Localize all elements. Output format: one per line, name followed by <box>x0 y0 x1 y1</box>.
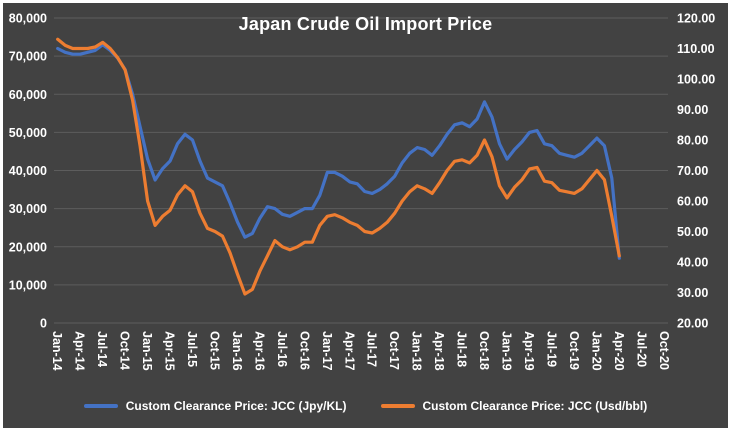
x-axis-tick-label: Jan-19 <box>500 331 514 371</box>
x-axis-tick-label: Apr-14 <box>73 331 87 371</box>
x-axis-tick-label: Oct-16 <box>297 331 311 370</box>
x-axis-tick-label: Apr-18 <box>432 331 446 371</box>
left-axis-tick-label: 10,000 <box>9 278 47 292</box>
x-axis-tick-label: Apr-20 <box>612 331 626 371</box>
left-axis-tick-label: 50,000 <box>9 126 47 140</box>
right-axis-tick-label: 30.00 <box>677 286 708 300</box>
series-line-usd <box>56 37 621 296</box>
x-axis-tick-label: Oct-18 <box>477 331 491 370</box>
x-axis-tick-label: Oct-17 <box>387 331 401 370</box>
chart-background <box>3 3 728 428</box>
legend-line-sample-jpy <box>83 404 118 408</box>
right-axis-tick-label: 110.00 <box>677 42 715 56</box>
x-axis-tick-label: Jul-19 <box>544 331 558 367</box>
x-axis-tick-label: Jan-17 <box>320 331 334 371</box>
x-axis-tick-label: Jan-20 <box>589 331 603 371</box>
left-axis-tick-label: 40,000 <box>9 164 47 178</box>
right-axis-tick-label: 50.00 <box>677 225 708 239</box>
x-axis-tick-label: Oct-14 <box>118 331 132 370</box>
x-axis-tick-label: Oct-19 <box>567 331 581 370</box>
legend-item-usd: Custom Clearance Price: JCC (Usd/bbl) <box>380 399 648 413</box>
left-axis-tick-label: 30,000 <box>9 202 47 216</box>
right-axis-tick-label: 80.00 <box>677 134 708 148</box>
legend-label-jpy: Custom Clearance Price: JCC (Jpy/KL) <box>125 399 347 413</box>
x-axis-tick-label: Apr-15 <box>163 331 177 371</box>
x-axis-tick-label: Apr-16 <box>252 331 266 371</box>
x-axis-tick-label: Jan-16 <box>230 331 244 371</box>
right-axis-tick-label: 60.00 <box>677 195 708 209</box>
x-axis-tick-label: Jul-18 <box>455 331 469 367</box>
left-axis-tick-label: 80,000 <box>9 12 47 26</box>
x-axis-tick-label: Jul-17 <box>365 331 379 367</box>
left-axis-tick-label: 20,000 <box>9 240 47 254</box>
right-axis-tick-label: 70.00 <box>677 164 708 178</box>
left-axis-tick-label: 60,000 <box>9 88 47 102</box>
legend-label-usd: Custom Clearance Price: JCC (Usd/bbl) <box>422 399 648 413</box>
right-axis-tick-label: 20.00 <box>677 317 708 331</box>
x-axis-tick-label: Jan-14 <box>50 331 64 371</box>
x-axis-tick-label: Jan-18 <box>410 331 424 371</box>
chart-title: Japan Crude Oil Import Price <box>238 14 493 34</box>
right-axis-tick-label: 40.00 <box>677 256 708 270</box>
legend-line-sample-usd <box>380 404 415 408</box>
right-axis-tick-label: 90.00 <box>677 103 708 117</box>
x-axis-tick-label: Jan-15 <box>140 331 154 371</box>
legend-item-jpy: Custom Clearance Price: JCC (Jpy/KL) <box>83 399 347 413</box>
left-axis-tick-label: 70,000 <box>9 50 47 64</box>
right-axis-tick-label: 100.00 <box>677 73 715 87</box>
x-axis-tick-label: Jul-16 <box>275 331 289 367</box>
left-axis-tick-label: 0 <box>40 317 47 331</box>
x-axis-tick-label: Jul-15 <box>185 331 199 367</box>
x-axis-tick-label: Oct-20 <box>657 331 671 370</box>
series-line-jpy <box>56 43 621 260</box>
x-axis-tick-label: Oct-15 <box>208 331 222 370</box>
x-axis-tick-label: Apr-19 <box>522 331 536 371</box>
right-axis-tick-label: 120.00 <box>677 12 715 26</box>
legend: Custom Clearance Price: JCC (Jpy/KL) Cus… <box>0 399 731 413</box>
x-axis-tick-label: Jul-20 <box>634 331 648 367</box>
x-axis-tick-label: Apr-17 <box>342 331 356 371</box>
x-axis-tick-label: Jul-14 <box>95 331 109 367</box>
